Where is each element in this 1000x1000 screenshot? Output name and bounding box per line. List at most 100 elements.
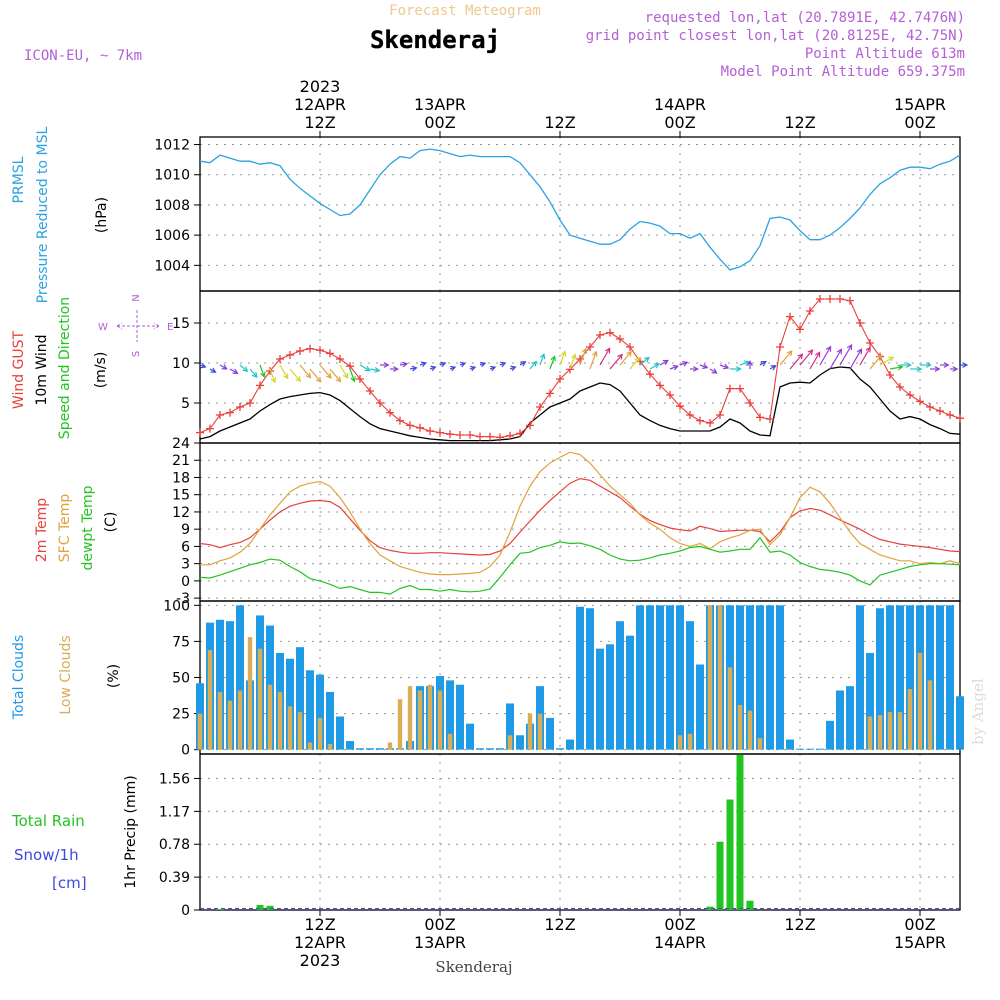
- low-cloud-bar: [197, 713, 203, 750]
- gust-marker: [476, 432, 484, 441]
- gust-marker: [386, 408, 394, 417]
- total-cloud-bar: [656, 605, 664, 750]
- wind-arrow-head: [807, 349, 814, 356]
- gust-marker: [596, 331, 604, 339]
- gust-marker: [846, 296, 854, 305]
- total-cloud-bar: [476, 748, 484, 750]
- total-cloud-bar: [846, 686, 854, 750]
- gust-marker: [706, 419, 714, 427]
- wind-arrow-shaft: [549, 356, 556, 370]
- wind-arrow-shaft: [699, 364, 708, 369]
- gust-marker: [956, 414, 964, 423]
- wind-arrow-shaft: [879, 356, 894, 366]
- rain-bar: [256, 904, 264, 910]
- gust-marker: [946, 411, 954, 419]
- rain-bar: [266, 905, 274, 910]
- wind-arrow-head: [592, 350, 598, 357]
- time-label-top: 12APR: [294, 95, 346, 114]
- total-cloud-bar: [216, 619, 224, 750]
- wind-arrow-head: [856, 348, 863, 355]
- wind-arrow-head: [383, 362, 390, 368]
- wind-arrow-head: [760, 361, 767, 367]
- low-cloud-bar: [917, 652, 923, 750]
- wind-arrow-shaft: [569, 354, 576, 370]
- gust-marker: [296, 347, 304, 355]
- wind-arrow-head: [934, 366, 941, 372]
- gust-marker: [626, 343, 634, 351]
- wind-arrow-head: [270, 377, 277, 384]
- wind-arrow-head: [335, 376, 342, 383]
- wind-arrow-head: [350, 376, 356, 383]
- time-label-top: 12Z: [544, 113, 575, 132]
- footer-location: Skenderaj: [435, 958, 512, 976]
- rain-bar: [716, 841, 724, 910]
- rain-bar: [726, 799, 734, 910]
- low-cloud-bar: [737, 704, 743, 750]
- total-cloud-bar: [296, 647, 304, 750]
- gust-marker: [836, 295, 844, 303]
- low-cloud-bar: [227, 700, 233, 750]
- wind-arrow-head: [325, 372, 332, 379]
- wind-arrow-shaft: [789, 353, 803, 370]
- wind-arrow-shaft: [639, 357, 650, 366]
- temp-sfc-label: SFC Temp: [57, 494, 73, 563]
- gust-marker: [586, 343, 594, 351]
- gust-marker: [536, 403, 544, 411]
- total-cloud-bar: [616, 621, 624, 750]
- wind-arrow-head: [693, 366, 699, 372]
- wind-arrow-head: [364, 365, 371, 372]
- y-tick-label: 18: [172, 470, 190, 486]
- wind-arrow-head: [393, 366, 399, 372]
- wind-arrow-head: [221, 364, 228, 370]
- wind-arrow-shaft: [329, 368, 341, 382]
- gust-marker: [816, 295, 824, 303]
- gust-marker: [456, 431, 464, 439]
- wind-arrow-head: [702, 363, 709, 369]
- low-cloud-bar: [747, 710, 753, 750]
- point-altitude: Point Altitude 613m: [805, 46, 965, 62]
- wind-arrow-head: [672, 364, 679, 371]
- total-cloud-bar: [326, 691, 334, 750]
- wind-arrow-head: [560, 350, 567, 357]
- gust-marker: [566, 365, 574, 374]
- wind-arrow-head: [876, 354, 883, 361]
- gust-marker: [746, 399, 754, 407]
- wind-arrow-head: [539, 352, 546, 360]
- time-label-bottom: 12Z: [784, 915, 815, 934]
- wind-arrow-head: [210, 367, 217, 373]
- wind-arrow-head: [342, 372, 349, 380]
- wind-arrow-head: [743, 360, 751, 366]
- wind-arrow-head: [836, 348, 842, 355]
- wind-arrow-shaft: [309, 368, 322, 383]
- wind-arrow-shaft: [289, 368, 301, 382]
- low-cloud-bar: [417, 690, 423, 750]
- y-tick-label: 1010: [154, 168, 190, 184]
- low-cloud-bar: [237, 690, 243, 750]
- y-tick-label: 6: [181, 539, 190, 555]
- precip-unit: 1hr Precip (mm): [123, 775, 139, 888]
- wind-arrow-head: [747, 360, 753, 366]
- total-cloud-bar: [876, 608, 884, 750]
- rain-bar: [736, 754, 744, 910]
- total-cloud-bar: [956, 696, 964, 750]
- wind-arrow-shaft: [599, 348, 611, 366]
- gust-marker: [546, 389, 554, 398]
- panel-clouds: 0 25 50 75 100 Total Clouds Low Clouds (%): [11, 598, 964, 759]
- wind-arrow-head: [200, 362, 207, 369]
- time-label-top: 00Z: [904, 113, 935, 132]
- gust-marker: [346, 362, 354, 371]
- gust-marker: [666, 391, 674, 399]
- y-tick-label: 3: [181, 557, 190, 573]
- y-tick-label: 9: [181, 522, 190, 538]
- gust-marker: [636, 357, 644, 366]
- total-cloud-bar: [886, 605, 894, 750]
- wind-arrow-shaft: [229, 368, 238, 374]
- y-tick-label: 21: [172, 453, 190, 469]
- time-label-bottom: 2023: [300, 951, 341, 970]
- wind-arrow-shaft: [739, 361, 750, 366]
- wind-arrow-shaft: [369, 368, 380, 372]
- wind-arrow-head: [305, 372, 312, 379]
- gust-label: Wind GUST: [11, 330, 27, 409]
- y-tick-label: 1006: [154, 228, 190, 244]
- total-cloud-bar: [236, 605, 244, 750]
